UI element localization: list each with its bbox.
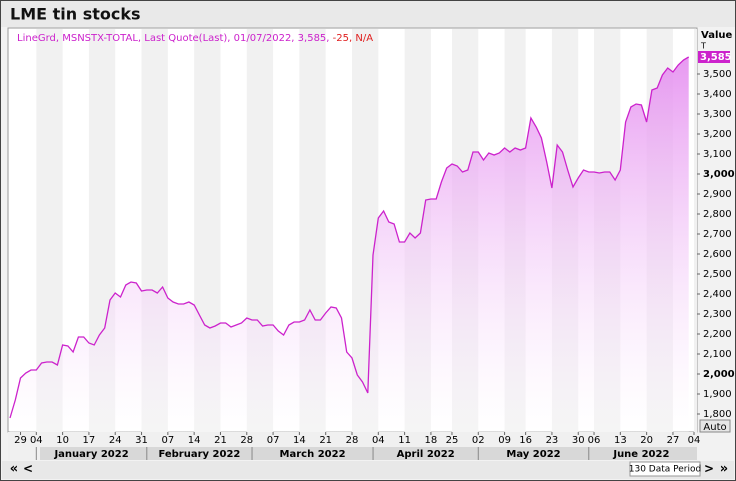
y-tick-label: 2,800	[703, 209, 732, 220]
period-label[interactable]: 130 Data Period	[629, 465, 701, 475]
line	[9, 56, 690, 419]
nav-bar	[2, 461, 734, 479]
nav-next[interactable]: >	[704, 462, 714, 476]
x-tick-label: 13	[614, 435, 627, 446]
x-tick-label: 06	[588, 435, 601, 446]
nav-last[interactable]: »	[720, 462, 728, 477]
axis-unit: T	[700, 42, 706, 51]
y-tick-label: 2,200	[703, 329, 732, 340]
y-tick-label: 3,400	[703, 89, 732, 100]
y-tick-label: 2,100	[703, 349, 732, 360]
auto-label[interactable]: Auto	[703, 422, 726, 433]
y-tick-label: 2,300	[703, 309, 732, 320]
x-tick-label: 14	[188, 435, 201, 446]
y-tick-label: 2,000	[703, 369, 735, 380]
nav-prev[interactable]: <	[23, 462, 33, 476]
y-tick-label: 2,400	[703, 289, 732, 300]
x-tick-label: 16	[519, 435, 532, 446]
y-tick-label: 2,700	[703, 229, 732, 240]
x-tick-label: 20	[640, 435, 653, 446]
x-tick-label: 25	[446, 435, 459, 446]
x-tick-label: 21	[214, 435, 227, 446]
y-tick-label: 3,000	[703, 169, 735, 180]
x-tick-label: 21	[319, 435, 332, 446]
y-tick-label: 2,600	[703, 249, 732, 260]
x-tick-label: 29	[14, 435, 27, 446]
x-tick-label: 28	[346, 435, 359, 446]
y-tick-label: 3,100	[703, 149, 732, 160]
chart-title: LME tin stocks	[10, 5, 141, 24]
x-tick-label: 02	[472, 435, 485, 446]
y-tick-label: 1,900	[703, 389, 732, 400]
month-label: April 2022	[397, 449, 455, 460]
area	[10, 57, 689, 432]
x-tick-label: 31	[135, 435, 148, 446]
y-tick-label: 3,500	[703, 69, 732, 80]
x-tick-label: 09	[498, 435, 511, 446]
legend-change: -25, N/A	[333, 33, 374, 44]
y-tick-label: 3,300	[703, 109, 732, 120]
month-label: February 2022	[158, 449, 240, 460]
title-bar	[1, 1, 735, 27]
y-tick-label: 3,200	[703, 129, 732, 140]
x-tick-label: 23	[546, 435, 559, 446]
x-tick-label: 07	[267, 435, 280, 446]
x-tick-label: 07	[161, 435, 174, 446]
x-tick-label: 24	[109, 435, 122, 446]
x-tick-label: 28	[240, 435, 253, 446]
y-tick-label: 1,800	[703, 409, 732, 420]
legend: LineGrd, MSNSTX-TOTAL, Last Quote(Last),…	[17, 33, 373, 44]
x-tick-label: 04	[688, 435, 701, 446]
x-tick-label: 18	[425, 435, 438, 446]
x-tick-label: 04	[372, 435, 385, 446]
last-value-box	[698, 51, 730, 63]
x-tick-label: 14	[293, 435, 306, 446]
nav-first[interactable]: «	[10, 462, 18, 477]
x-tick-label: 27	[667, 435, 680, 446]
y-tick-label: 2,900	[703, 189, 732, 200]
y-tick-label: 2,500	[703, 269, 732, 280]
auto-button[interactable]	[699, 419, 731, 433]
x-tick-label: 17	[83, 435, 96, 446]
month-band	[40, 447, 697, 460]
month-label: March 2022	[280, 449, 346, 460]
month-label: May 2022	[506, 449, 560, 460]
x-tick-label: 10	[56, 435, 69, 446]
period-box[interactable]	[629, 461, 701, 477]
axis-title: Value	[701, 30, 732, 41]
legend-text: LineGrd, MSNSTX-TOTAL, Last Quote(Last),…	[17, 33, 333, 44]
month-label: January 2022	[53, 449, 128, 460]
x-tick-label: 11	[398, 435, 411, 446]
last-value-label: 3,585	[700, 52, 732, 63]
x-tick-label: 30	[572, 435, 585, 446]
week-band	[694, 29, 697, 432]
x-tick-label: 04	[30, 435, 43, 446]
month-label: June 2022	[612, 449, 669, 460]
